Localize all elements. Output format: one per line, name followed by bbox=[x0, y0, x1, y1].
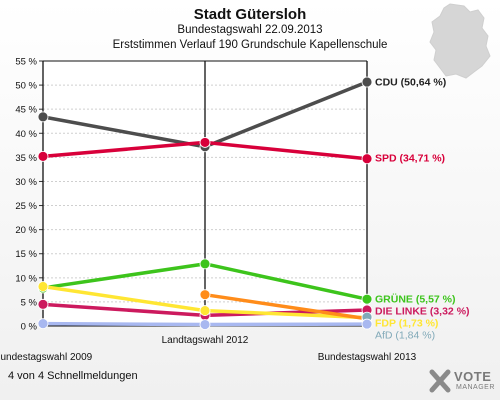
x-tick-label: Landtagswahl 2012 bbox=[162, 335, 249, 346]
ballot-x-icon bbox=[429, 369, 451, 393]
data-point-piraten bbox=[199, 289, 211, 301]
series-line-cdu bbox=[203, 80, 369, 149]
x-tick-label: Bundestagswahl 2009 bbox=[0, 352, 93, 363]
data-point-fdp bbox=[199, 305, 211, 316]
series-line-cdu bbox=[41, 115, 207, 149]
vote-manager-logo: VOTE MANAGER bbox=[428, 366, 498, 396]
x-tick-label: Bundestagswahl 2013 bbox=[318, 352, 417, 363]
series-line-spd bbox=[203, 140, 369, 161]
series-line-fdp bbox=[41, 284, 207, 313]
data-point-fdp bbox=[37, 281, 49, 292]
y-tick-label: 50 % bbox=[15, 81, 37, 92]
series-end-label: GRÜNE (5,57 %) bbox=[375, 293, 456, 306]
y-tick-label: 30 % bbox=[15, 177, 37, 188]
y-tick-label: 0 % bbox=[21, 322, 38, 333]
series-end-label: DIE LINKE (3,32 %) bbox=[375, 306, 470, 318]
data-point-die-linke bbox=[37, 298, 49, 310]
y-tick-label: 25 % bbox=[15, 201, 37, 212]
y-tick-label: 55 % bbox=[15, 57, 37, 68]
y-tick-label: 45 % bbox=[15, 105, 37, 116]
germany-map-icon bbox=[429, 3, 491, 79]
y-tick-label: 5 % bbox=[21, 297, 38, 308]
data-point-spd bbox=[361, 153, 373, 165]
series-line-piraten bbox=[203, 292, 369, 321]
series-line-die-linke bbox=[41, 302, 207, 318]
series-line-gr-ne bbox=[203, 262, 369, 301]
series-end-label: SPD (34,71 %) bbox=[375, 153, 445, 165]
data-point-gr-ne bbox=[199, 258, 211, 270]
chart-subtitle-detail: Erststimmen Verlauf 190 Grundschule Kape… bbox=[112, 39, 388, 51]
data-point-gr-ne bbox=[361, 293, 373, 305]
data-point-cdu bbox=[37, 111, 49, 123]
data-point-sonstige bbox=[361, 318, 373, 330]
logo-text-vote: VOTE bbox=[454, 369, 492, 384]
data-point-sonstige bbox=[199, 319, 211, 330]
y-tick-label: 40 % bbox=[15, 129, 37, 140]
y-tick-label: 35 % bbox=[15, 153, 37, 164]
report-count-note: 4 von 4 Schnellmeldungen bbox=[8, 370, 138, 382]
data-point-spd bbox=[37, 150, 49, 162]
y-tick-label: 10 % bbox=[15, 273, 37, 284]
series-end-label: FDP (1,73 %) bbox=[375, 318, 438, 330]
series-end-label: AfD (1,84 %) bbox=[375, 330, 435, 342]
series-end-label: CDU (50,64 %) bbox=[375, 77, 446, 89]
data-point-cdu bbox=[361, 76, 373, 88]
chart-title: Stadt Gütersloh bbox=[193, 6, 307, 23]
y-tick-label: 15 % bbox=[15, 249, 37, 260]
series-line-gr-ne bbox=[41, 262, 207, 290]
logo-text-manager: MANAGER bbox=[456, 384, 495, 391]
line-chart: 0 % 5 % 10 % 15 % 20 % 25 % 30 % 35 % 40 % 45 % 50… bbox=[0, 57, 470, 364]
y-tick-label: 20 % bbox=[15, 225, 37, 236]
data-point-sonstige bbox=[37, 318, 49, 329]
data-point-spd bbox=[199, 137, 211, 148]
series-line-sonstige bbox=[41, 321, 207, 327]
chart-subtitle: Bundestagswahl 22.09.2013 bbox=[177, 24, 323, 36]
series-line-spd bbox=[41, 140, 207, 159]
